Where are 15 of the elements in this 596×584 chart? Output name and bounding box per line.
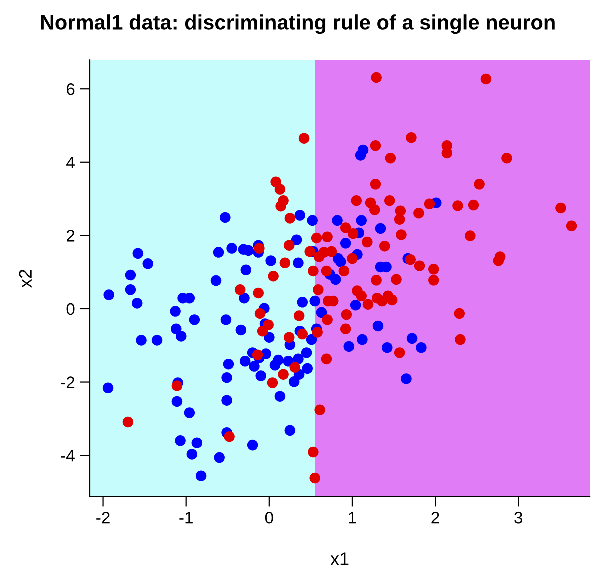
x-tick-label: -2 <box>96 512 110 524</box>
y-tick-label: 2 <box>66 230 75 242</box>
y-tick-label: -4 <box>61 450 75 462</box>
y-axis-title: x2 <box>19 270 32 288</box>
x-tick-label: 0 <box>265 512 274 524</box>
chart-title: Normal1 data: discriminating rule of a single neuron <box>41 14 555 34</box>
y-tick-label: 6 <box>66 84 75 96</box>
y-tick-label: 4 <box>66 156 75 168</box>
x-tick-label: 3 <box>514 512 523 524</box>
x-tick-label: 1 <box>349 512 356 524</box>
y-tick-label: -2 <box>61 376 75 388</box>
y-tick-label: 0 <box>66 303 75 316</box>
x-tick-label: 2 <box>432 512 440 524</box>
x-axis-title: x1 <box>330 552 349 566</box>
x-tick-label: -1 <box>180 512 193 524</box>
